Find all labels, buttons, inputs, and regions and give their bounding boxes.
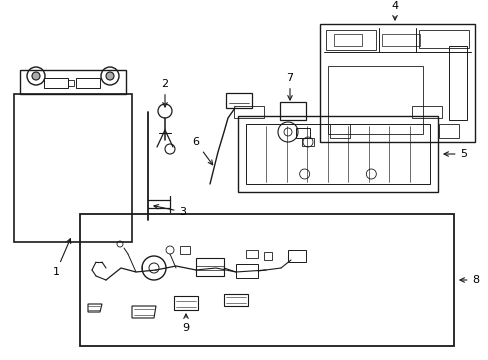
Bar bbox=[295, 128, 309, 138]
Text: 6: 6 bbox=[192, 137, 212, 165]
Bar bbox=[196, 258, 224, 276]
Text: 3: 3 bbox=[154, 204, 186, 217]
Bar bbox=[329, 124, 349, 138]
Bar bbox=[236, 264, 258, 278]
Text: 8: 8 bbox=[459, 275, 479, 285]
Bar bbox=[234, 106, 264, 118]
Text: 2: 2 bbox=[161, 79, 168, 107]
Bar bbox=[44, 78, 68, 88]
Bar bbox=[418, 30, 468, 48]
Bar bbox=[264, 252, 271, 260]
Bar bbox=[411, 106, 441, 118]
Bar bbox=[302, 138, 313, 146]
Bar bbox=[319, 24, 474, 142]
Bar bbox=[245, 250, 258, 258]
Bar bbox=[327, 66, 422, 134]
Bar bbox=[381, 34, 419, 46]
Bar bbox=[225, 93, 251, 108]
Bar bbox=[448, 46, 466, 120]
Bar bbox=[76, 78, 100, 88]
Text: 9: 9 bbox=[182, 314, 189, 333]
Bar bbox=[80, 214, 453, 346]
Bar bbox=[20, 70, 126, 94]
Bar bbox=[68, 80, 74, 86]
Bar bbox=[14, 94, 132, 242]
Bar bbox=[333, 34, 361, 46]
Circle shape bbox=[32, 72, 40, 80]
Bar bbox=[245, 124, 429, 184]
Text: 5: 5 bbox=[443, 149, 467, 159]
Text: 7: 7 bbox=[286, 73, 293, 100]
Bar bbox=[238, 116, 437, 192]
Bar bbox=[280, 102, 305, 120]
Bar bbox=[438, 124, 458, 138]
Bar bbox=[287, 250, 305, 262]
Bar bbox=[325, 30, 375, 50]
Circle shape bbox=[106, 72, 114, 80]
Bar bbox=[180, 246, 190, 254]
Text: 4: 4 bbox=[390, 1, 398, 20]
Text: 1: 1 bbox=[52, 239, 71, 277]
